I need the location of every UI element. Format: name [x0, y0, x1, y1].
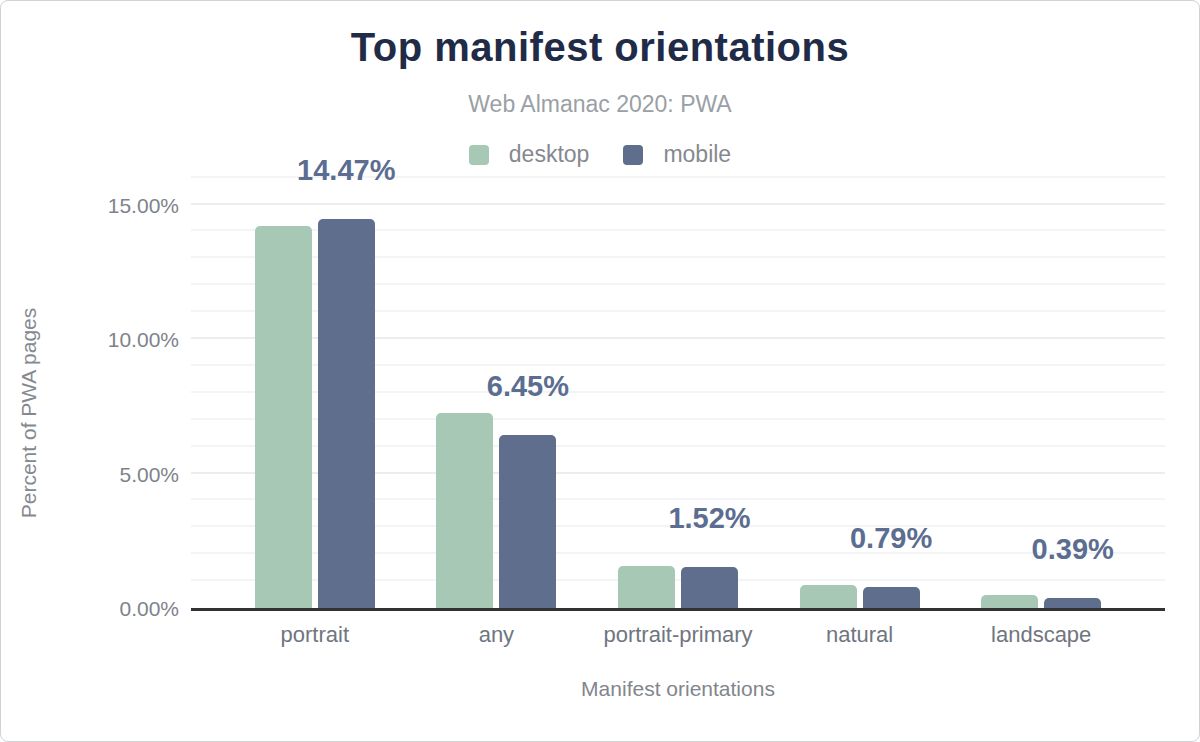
y-tick-label: 15.00% [89, 194, 179, 215]
bar-desktop-portrait-primary[interactable] [618, 566, 675, 608]
legend-item-mobile[interactable]: mobile [623, 141, 731, 168]
data-label-natural: 0.79% [850, 524, 932, 553]
gridline-major [191, 203, 1165, 205]
bar-mobile-portrait[interactable] [318, 219, 375, 608]
bar-desktop-portrait[interactable] [255, 226, 312, 608]
legend-item-desktop[interactable]: desktop [469, 141, 590, 168]
legend-swatch-desktop-icon [469, 145, 489, 165]
bar-desktop-any[interactable] [436, 413, 493, 608]
bar-desktop-natural[interactable] [800, 585, 857, 608]
data-label-portrait: 14.47% [297, 156, 395, 185]
bar-mobile-any[interactable] [499, 435, 556, 609]
bar-mobile-landscape[interactable] [1044, 598, 1101, 608]
plot-area: 0.00%5.00%10.00%15.00%14.47%portrait6.45… [191, 171, 1165, 611]
legend-swatch-mobile-icon [623, 145, 643, 165]
x-tick-label-natural: natural [826, 622, 893, 648]
x-tick-label-portrait: portrait [281, 622, 349, 648]
x-tick-label-landscape: landscape [991, 622, 1091, 648]
bar-mobile-portrait-primary[interactable] [681, 567, 738, 608]
legend: desktop mobile [1, 141, 1199, 168]
x-tick-label-portrait-primary: portrait-primary [603, 622, 752, 648]
chart-container: Top manifest orientations Web Almanac 20… [0, 0, 1200, 742]
legend-label-mobile: mobile [663, 141, 731, 168]
bar-mobile-natural[interactable] [863, 587, 920, 608]
y-axis-title: Percent of PWA pages [17, 308, 41, 519]
chart-title: Top manifest orientations [1, 25, 1199, 70]
bar-desktop-landscape[interactable] [981, 595, 1038, 608]
data-label-portrait-primary: 1.52% [668, 504, 750, 533]
data-label-any: 6.45% [487, 372, 569, 401]
chart-subtitle: Web Almanac 2020: PWA [1, 91, 1199, 118]
legend-label-desktop: desktop [509, 141, 590, 168]
x-axis-title: Manifest orientations [191, 677, 1165, 701]
y-tick-label: 0.00% [89, 598, 179, 619]
x-tick-label-any: any [479, 622, 514, 648]
y-tick-label: 5.00% [89, 463, 179, 484]
data-label-landscape: 0.39% [1032, 535, 1114, 564]
y-tick-label: 10.00% [89, 329, 179, 350]
